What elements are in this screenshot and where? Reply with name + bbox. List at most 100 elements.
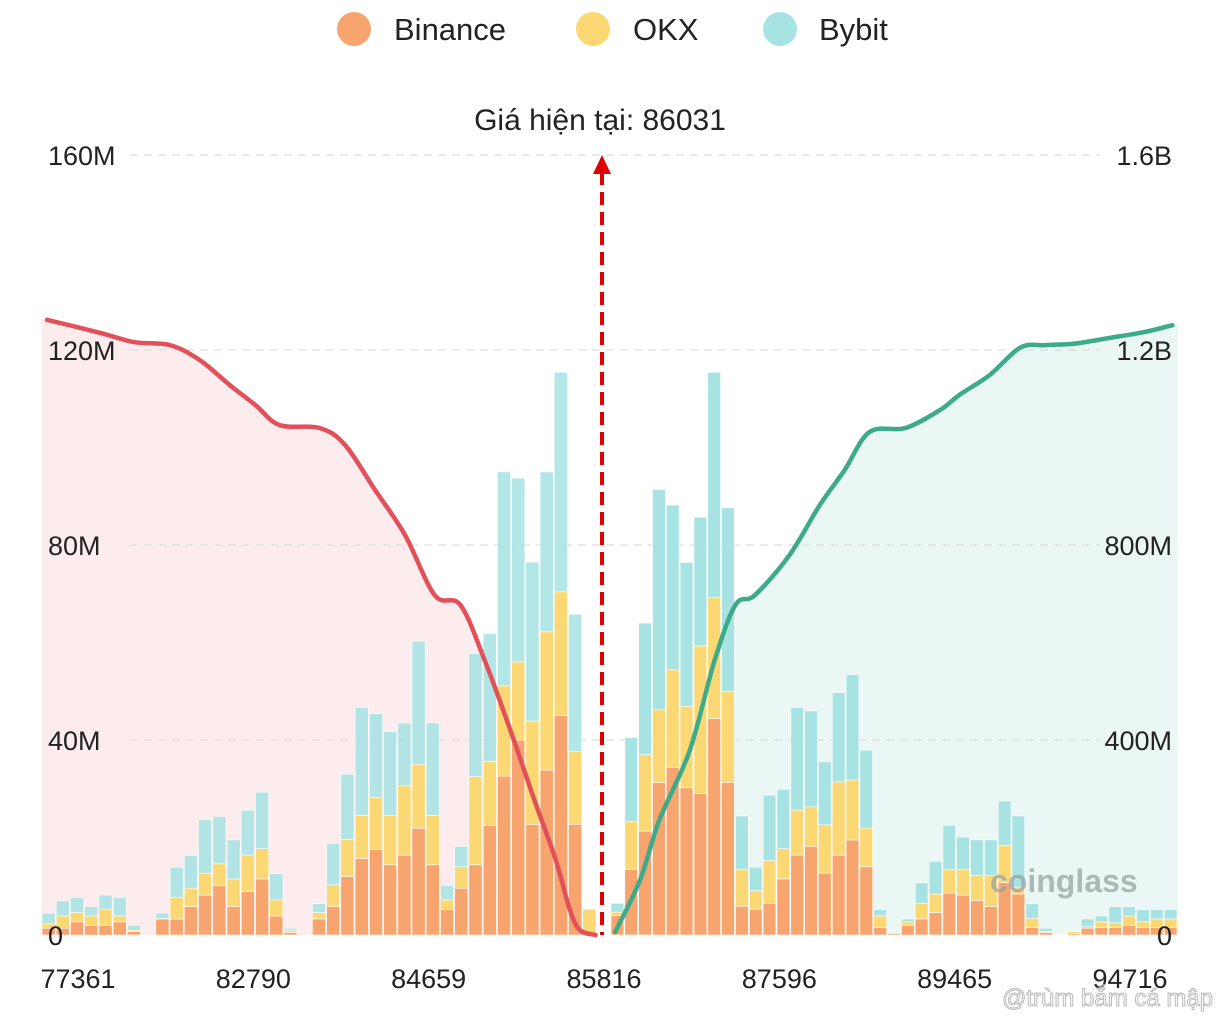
- left-axis-tick: 0: [48, 921, 63, 951]
- arrow-up-icon: [593, 155, 611, 174]
- bar-bybit: [1122, 906, 1136, 917]
- bar-okx: [914, 902, 929, 920]
- bar-okx: [240, 854, 255, 892]
- left-axis-tick: 40M: [48, 726, 101, 756]
- bar-okx: [942, 869, 957, 894]
- bar-bybit: [1094, 915, 1109, 923]
- grid: [130, 154, 1100, 741]
- bar-okx: [582, 908, 597, 934]
- bar-okx: [511, 661, 526, 741]
- bar-binance: [340, 876, 355, 936]
- bar-binance: [735, 905, 749, 936]
- bar-binance: [354, 858, 369, 936]
- bar-bybit: [112, 897, 127, 917]
- left-axis-tick: 80M: [48, 531, 101, 561]
- current-price-marker: [593, 155, 611, 935]
- bar-binance: [326, 906, 341, 936]
- left-axis-tick: 160M: [48, 141, 116, 171]
- bar-binance: [383, 864, 397, 936]
- bar-bybit: [956, 836, 970, 871]
- right-axis-tick: 1.2B: [1116, 336, 1172, 366]
- bar-bybit: [511, 477, 526, 663]
- bar-binance: [482, 824, 497, 936]
- bar-bybit: [497, 471, 511, 687]
- legend-label-okx: OKX: [633, 12, 699, 47]
- bar-okx: [721, 691, 735, 783]
- bar-okx: [1094, 921, 1109, 928]
- legend-item-bybit[interactable]: Bybit: [763, 12, 888, 47]
- bar-okx: [454, 866, 469, 889]
- bar-binance: [1025, 927, 1040, 936]
- bar-bybit: [679, 562, 694, 707]
- bar-bybit: [984, 839, 998, 876]
- bar-binance: [283, 932, 298, 936]
- right-axis: 0 400M 800M 1.2B 1.6B: [1104, 141, 1172, 951]
- bar-okx: [776, 848, 791, 880]
- bar-bybit: [1150, 909, 1164, 920]
- bar-okx: [226, 878, 241, 908]
- bar-okx: [928, 893, 943, 913]
- bar-okx: [970, 875, 984, 901]
- bar-okx: [340, 839, 355, 877]
- bar-bybit: [1080, 918, 1095, 928]
- bar-binance: [790, 854, 804, 936]
- bar-bybit: [831, 692, 846, 783]
- bar-okx: [411, 764, 426, 829]
- bar-binance: [1094, 927, 1109, 936]
- bar-binance: [748, 908, 763, 936]
- bar-bybit: [198, 819, 212, 874]
- bar-binance: [707, 718, 721, 936]
- bar-bybit: [553, 372, 568, 593]
- bar-binance: [454, 887, 469, 936]
- legend-item-okx[interactable]: OKX: [576, 12, 699, 47]
- bar-binance: [1039, 932, 1053, 936]
- bar-bybit: [568, 613, 582, 753]
- legend: Binance OKX Bybit: [337, 12, 888, 47]
- bar-okx: [1108, 922, 1123, 928]
- bar-binance: [693, 793, 708, 936]
- bar-bybit: [762, 794, 777, 861]
- bar-binance: [831, 854, 846, 936]
- x-axis: 77361 82790 84659 85816 87596 89465 94716: [40, 964, 1167, 994]
- bar-bybit: [652, 489, 666, 711]
- bar-binance: [198, 894, 212, 936]
- bar-okx: [184, 887, 198, 908]
- legend-label-bybit: Bybit: [819, 12, 888, 47]
- cumulative-short-fill: [42, 319, 596, 935]
- bar-bybit: [454, 845, 469, 868]
- bar-okx: [255, 848, 269, 880]
- bar-bybit: [283, 927, 298, 931]
- bar-binance: [127, 931, 141, 936]
- bar-okx: [735, 869, 749, 907]
- bar-bybit: [665, 504, 680, 671]
- bar-bybit: [226, 839, 241, 880]
- cumulative-lines: [44, 317, 1175, 938]
- bar-okx: [198, 872, 212, 896]
- bar-bybit: [1011, 815, 1026, 888]
- bar-okx: [665, 669, 680, 768]
- bar-bybit: [240, 809, 255, 856]
- bar-bybit: [624, 737, 638, 822]
- bar-okx: [70, 912, 84, 923]
- bar-bybit: [269, 873, 284, 901]
- bar-okx: [762, 860, 777, 904]
- bar-bybit: [901, 918, 915, 923]
- bar-binance: [942, 892, 957, 936]
- bar-binance: [70, 921, 84, 936]
- bar-okx: [873, 915, 887, 928]
- x-axis-tick: 89465: [917, 964, 992, 994]
- bar-okx: [804, 806, 818, 847]
- legend-item-binance[interactable]: Binance: [337, 12, 506, 47]
- bar-okx: [553, 591, 568, 716]
- bar-bybit: [818, 761, 832, 826]
- right-axis-tick: 1.6B: [1116, 141, 1172, 171]
- bar-okx: [539, 631, 554, 771]
- bar-bybit: [1108, 906, 1123, 924]
- bar-binance: [255, 878, 269, 936]
- bar-bybit: [707, 372, 721, 598]
- right-axis-tick: 800M: [1104, 531, 1172, 561]
- left-axis: 0 40M 80M 120M 160M: [48, 141, 116, 951]
- bar-bybit: [55, 900, 70, 917]
- x-axis-tick: 77361: [40, 964, 115, 994]
